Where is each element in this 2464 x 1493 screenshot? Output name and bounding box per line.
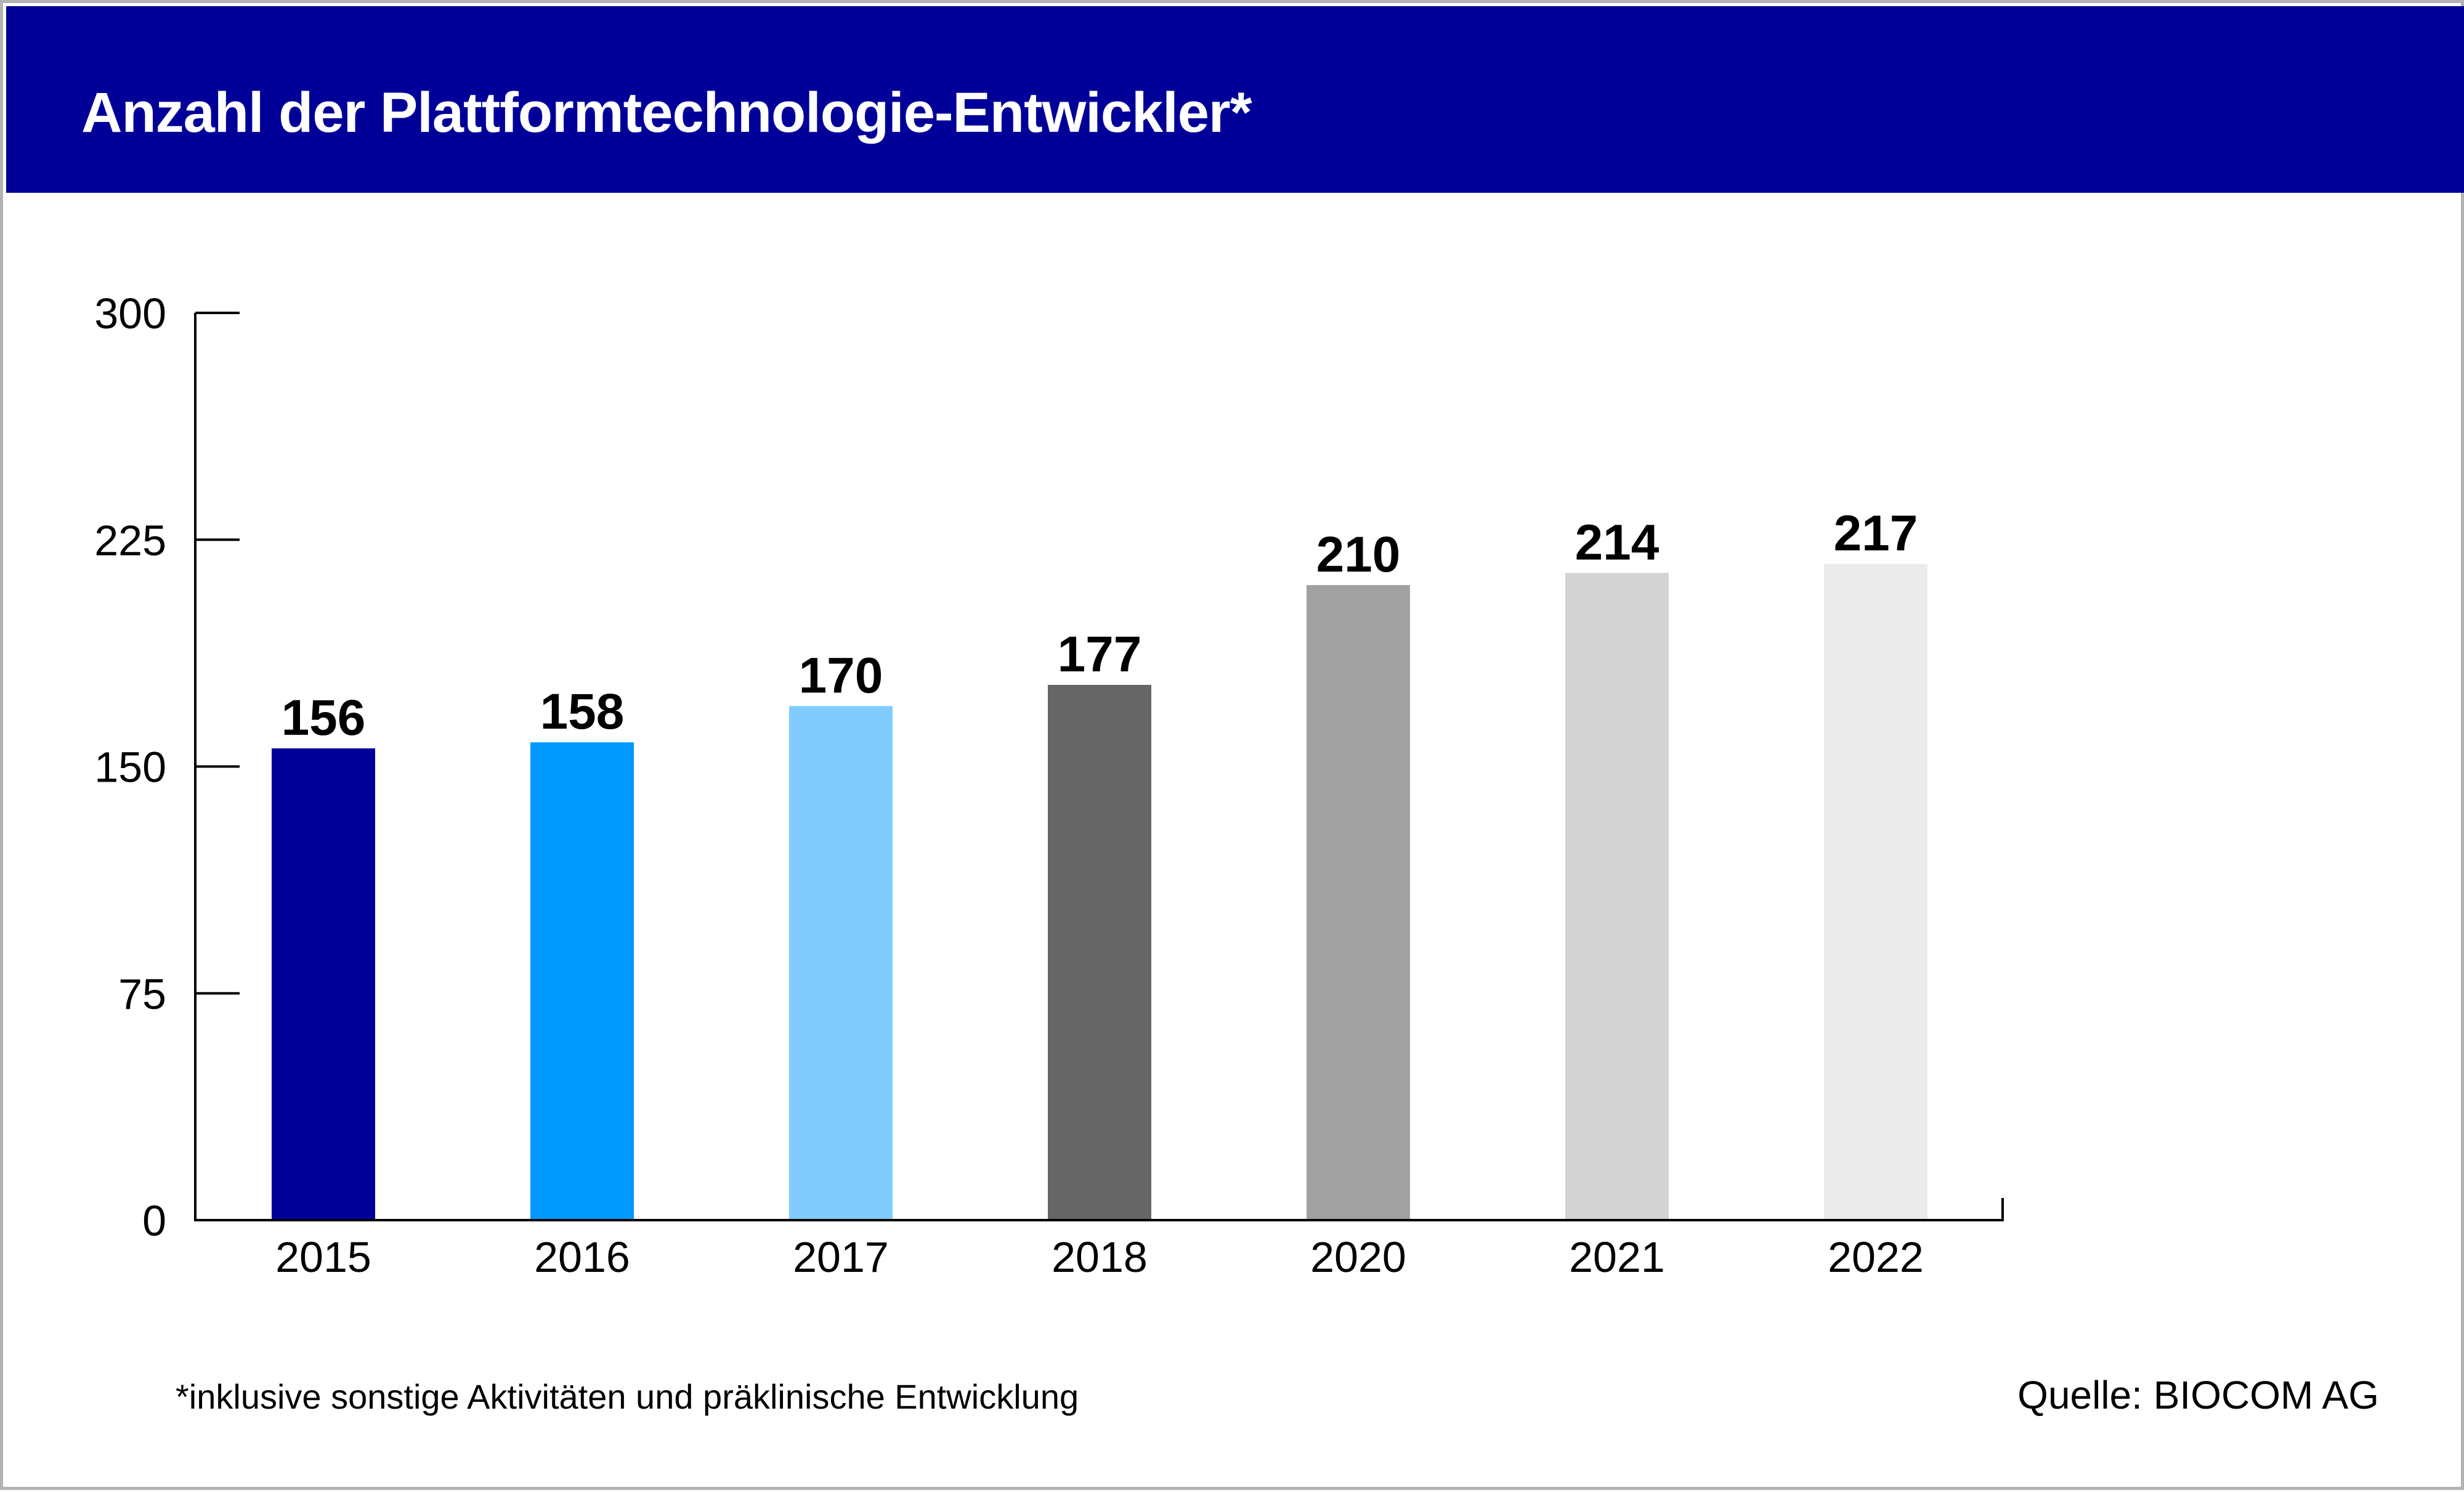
bar-2020: [1307, 585, 1410, 1219]
category-labels: 2015 2016 2017 2018 2020 2021 2022: [275, 1233, 1924, 1281]
bar-2022: [1824, 564, 1927, 1219]
y-tick-label: 0: [142, 1197, 166, 1245]
bar-2021: [1565, 573, 1669, 1219]
y-tick-label: 300: [94, 289, 166, 338]
category-label-2018: 2018: [1052, 1233, 1148, 1281]
y-tick-label: 150: [94, 743, 166, 791]
value-label-2018: 177: [1058, 626, 1142, 682]
value-label-2020: 210: [1316, 527, 1401, 583]
chart-title: Anzahl der Plattformtechnologie-Entwickl…: [81, 81, 1252, 144]
bar-2016: [530, 742, 634, 1219]
y-tick-label: 225: [94, 516, 166, 564]
source-note: Quelle: BIOCOM AG: [2017, 1373, 2379, 1417]
y-axis-ticks: 0 75 150 225 300: [94, 289, 240, 1245]
y-tick-label: 75: [118, 970, 166, 1018]
category-label-2016: 2016: [534, 1233, 630, 1281]
title-banner: Anzahl der Plattformtechnologie-Entwickl…: [6, 6, 2464, 193]
category-label-2015: 2015: [275, 1233, 371, 1281]
value-label-2015: 156: [282, 690, 366, 746]
value-label-2016: 158: [540, 684, 625, 740]
value-label-2022: 217: [1834, 506, 1918, 562]
value-label-2021: 214: [1575, 514, 1660, 570]
bars: [272, 564, 1927, 1219]
category-label-2017: 2017: [793, 1233, 889, 1281]
category-label-2020: 2020: [1310, 1233, 1406, 1281]
footnote: *inklusive sonstige Aktivitäten und präk…: [176, 1377, 1079, 1416]
bar-2015: [272, 748, 375, 1219]
value-label-2017: 170: [799, 647, 883, 703]
bar-2017: [789, 706, 893, 1219]
value-labels: 156 158 170 177 210 214 217: [282, 506, 1918, 746]
category-label-2021: 2021: [1569, 1233, 1665, 1281]
category-label-2022: 2022: [1828, 1233, 1924, 1281]
bar-2018: [1048, 684, 1151, 1219]
